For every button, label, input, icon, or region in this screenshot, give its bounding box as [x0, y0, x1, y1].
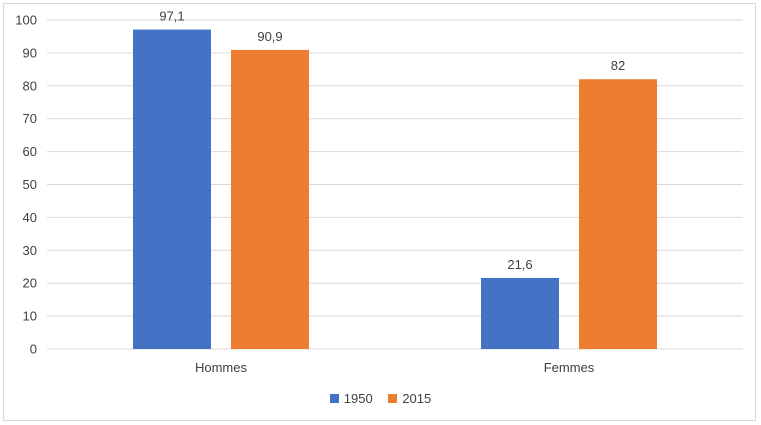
y-tick-label: 100 [15, 13, 37, 28]
y-tick-label: 30 [23, 243, 37, 258]
category-label-hommes: Hommes [195, 360, 248, 375]
y-tick-label: 90 [23, 45, 37, 60]
bar-hommes-2015 [231, 49, 309, 350]
y-tick-label: 0 [30, 342, 37, 357]
category-labels: Hommes Femmes [195, 360, 595, 375]
y-tick-label: 10 [23, 309, 37, 324]
data-label-hommes-2015: 90,9 [257, 29, 282, 44]
bar-hommes-1950 [133, 29, 211, 349]
legend-swatch-2015 [388, 394, 398, 403]
legend: 1950 2015 [0, 391, 761, 406]
y-tick-label: 50 [23, 177, 37, 192]
data-label-femmes-1950: 21,6 [507, 257, 532, 272]
y-tick-label: 60 [23, 144, 37, 159]
legend-label-1950: 1950 [343, 391, 373, 406]
bars [133, 29, 657, 350]
y-axis-ticks: 0 10 20 30 40 50 60 70 80 90 100 [15, 13, 37, 357]
data-label-femmes-2015: 82 [611, 58, 625, 73]
data-labels: 97,1 90,9 21,6 82 [159, 9, 625, 272]
legend-item-2015: 2015 [388, 391, 431, 406]
y-tick-label: 70 [23, 111, 37, 126]
bar-femmes-2015 [579, 79, 657, 349]
bar-femmes-1950 [481, 277, 559, 349]
y-tick-label: 40 [23, 210, 37, 225]
legend-swatch-1950 [329, 394, 339, 403]
y-tick-label: 80 [23, 78, 37, 93]
legend-label-2015: 2015 [402, 391, 432, 406]
legend-item-1950: 1950 [329, 391, 373, 406]
category-label-femmes: Femmes [544, 360, 595, 375]
data-label-hommes-1950: 97,1 [159, 9, 184, 24]
y-tick-label: 20 [23, 276, 37, 291]
